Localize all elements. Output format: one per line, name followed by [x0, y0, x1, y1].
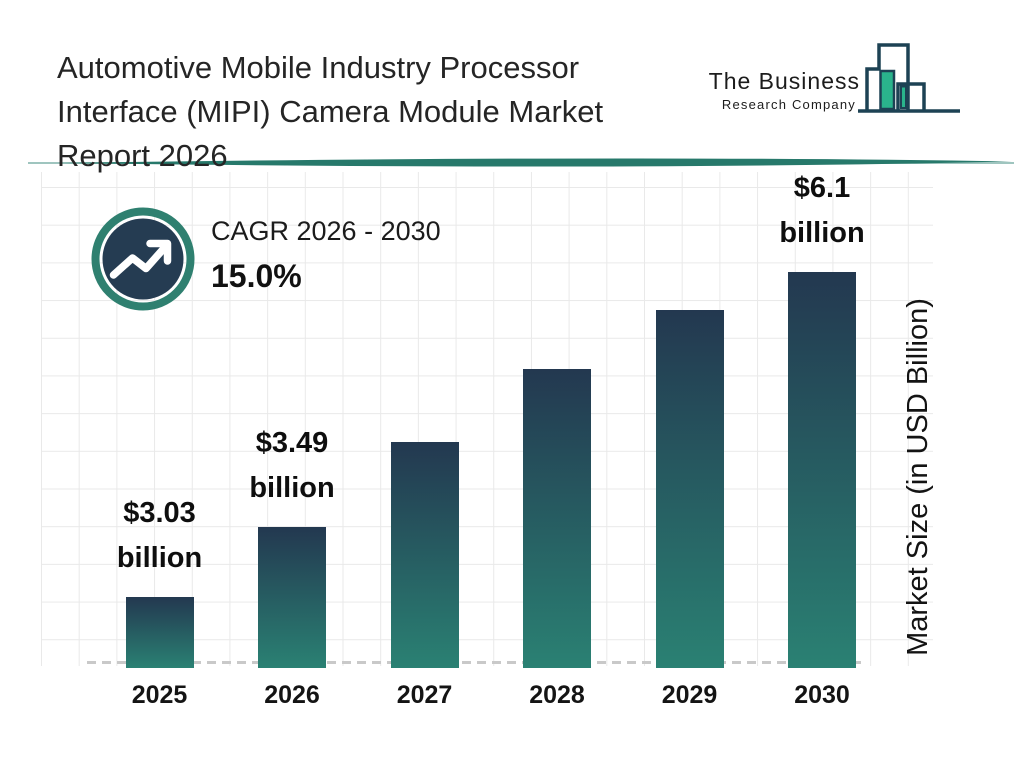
- x-axis-label-2029: 2029: [661, 681, 718, 709]
- bar-2026: [258, 527, 326, 668]
- bar-value-label-2030: $6.1 billion: [722, 166, 922, 256]
- divider-swoosh-icon: [58, 158, 1012, 167]
- cagr-label: CAGR 2026 - 2030: [211, 216, 441, 246]
- bar-value-label-2026-line-2: billion: [249, 472, 335, 504]
- logo-bars-icon: [858, 43, 960, 113]
- logo-subtitle: Research Company: [721, 97, 856, 112]
- cagr-value: 15.0%: [211, 258, 302, 294]
- x-axis-baseline: [87, 661, 862, 664]
- company-logo: The Business Research Company: [700, 38, 990, 118]
- logo-name: The Business: [708, 68, 860, 94]
- report-title: Automotive Mobile Industry Processor Int…: [57, 46, 737, 178]
- x-axis-label-2026: 2026: [264, 681, 320, 709]
- x-axis-label-2027: 2027: [396, 681, 453, 709]
- x-axis-label-2030: 2030: [794, 681, 850, 709]
- bar-value-label-2026-line-1: $3.49: [255, 427, 329, 459]
- y-axis-label: Market Size (in USD Billion): [902, 298, 934, 656]
- bar-2028: [523, 369, 591, 668]
- bar-value-label-2025-line-2: billion: [116, 542, 203, 574]
- bar-2029: [655, 310, 724, 668]
- logo-text: The Business Research Company: [690, 68, 860, 112]
- bar-2027: [390, 442, 459, 668]
- x-axis-label-2028: 2028: [529, 681, 585, 709]
- title-line-3: Report 2026: [57, 138, 228, 173]
- cagr-trending-up-icon: [91, 207, 195, 311]
- title-line-2: Interface (MIPI) Camera Module Market: [57, 94, 604, 129]
- x-axis-label-2025: 2025: [131, 681, 188, 709]
- bar-value-label-2025-line-1: $3.03: [123, 497, 196, 529]
- bar-value-label-2025: $3.03 billion: [60, 491, 260, 581]
- bar-value-label-2030-line-2: billion: [779, 217, 865, 249]
- bar-2025: [125, 597, 194, 668]
- bar-value-label-2030-line-1: $6.1: [793, 172, 851, 204]
- bar-2030: [788, 272, 856, 668]
- bar-value-label-2026: $3.49 billion: [192, 421, 392, 511]
- title-line-1: Automotive Mobile Industry Processor: [57, 50, 580, 85]
